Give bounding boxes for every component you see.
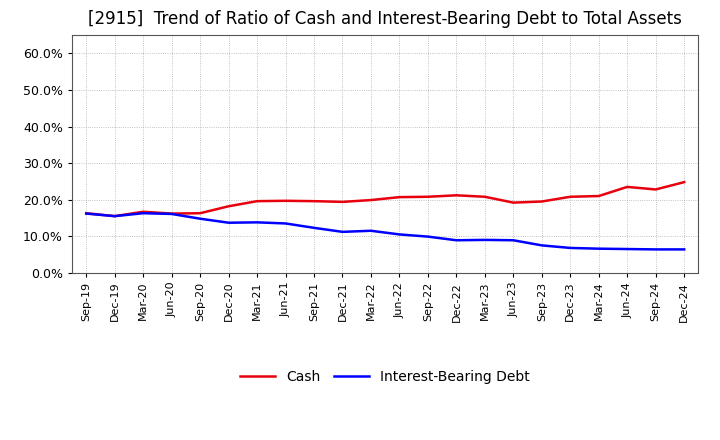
Cash [680,180,688,185]
Interest-Bearing Debt [196,216,204,221]
Cash [167,211,176,216]
Cash [196,211,204,216]
Cash [395,194,404,200]
Legend: Cash, Interest-Bearing Debt: Cash, Interest-Bearing Debt [235,364,536,389]
Interest-Bearing Debt [480,237,489,242]
Interest-Bearing Debt [139,211,148,216]
Line: Interest-Bearing Debt: Interest-Bearing Debt [86,213,684,249]
Cash [452,193,461,198]
Cash [566,194,575,199]
Interest-Bearing Debt [652,247,660,252]
Cash [225,204,233,209]
Cash [282,198,290,203]
Interest-Bearing Debt [509,238,518,243]
Interest-Bearing Debt [395,232,404,237]
Cash [338,199,347,205]
Interest-Bearing Debt [680,247,688,252]
Interest-Bearing Debt [366,228,375,233]
Interest-Bearing Debt [310,225,318,231]
Cash [595,194,603,199]
Cash [366,198,375,203]
Interest-Bearing Debt [110,213,119,219]
Interest-Bearing Debt [452,238,461,243]
Cash [423,194,432,199]
Title: [2915]  Trend of Ratio of Cash and Interest-Bearing Debt to Total Assets: [2915] Trend of Ratio of Cash and Intere… [89,10,682,28]
Interest-Bearing Debt [338,229,347,235]
Cash [652,187,660,192]
Cash [110,213,119,219]
Cash [537,199,546,204]
Interest-Bearing Debt [225,220,233,225]
Cash [253,198,261,204]
Interest-Bearing Debt [595,246,603,251]
Line: Cash: Cash [86,182,684,216]
Interest-Bearing Debt [623,246,631,252]
Interest-Bearing Debt [537,243,546,248]
Cash [480,194,489,199]
Interest-Bearing Debt [82,211,91,216]
Interest-Bearing Debt [566,246,575,251]
Cash [623,184,631,190]
Cash [82,211,91,216]
Interest-Bearing Debt [423,234,432,239]
Cash [310,198,318,204]
Interest-Bearing Debt [282,221,290,226]
Interest-Bearing Debt [167,211,176,216]
Interest-Bearing Debt [253,220,261,225]
Cash [139,209,148,214]
Cash [509,200,518,205]
